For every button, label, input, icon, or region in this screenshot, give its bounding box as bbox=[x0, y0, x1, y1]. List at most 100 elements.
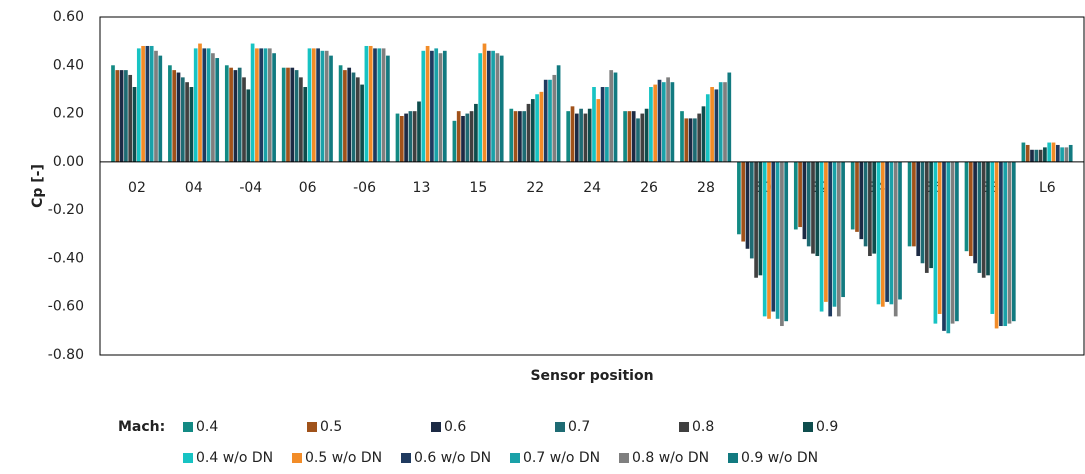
bar bbox=[111, 65, 115, 162]
x-tick-label: -06 bbox=[353, 180, 376, 196]
bar bbox=[482, 43, 487, 162]
bar bbox=[465, 113, 470, 162]
x-tick-label: -04 bbox=[239, 180, 262, 196]
bar bbox=[710, 87, 714, 162]
bar bbox=[343, 70, 347, 162]
legend-label: 0.8 bbox=[692, 419, 714, 435]
bar bbox=[1038, 149, 1043, 162]
bar bbox=[1051, 142, 1056, 162]
bar bbox=[267, 48, 272, 162]
bar bbox=[168, 65, 172, 162]
legend-swatch bbox=[431, 422, 441, 432]
bar bbox=[981, 161, 986, 278]
bar bbox=[714, 89, 719, 162]
bar bbox=[224, 65, 229, 162]
bar bbox=[259, 48, 264, 162]
bar bbox=[491, 50, 495, 162]
bar bbox=[281, 67, 286, 162]
bar bbox=[158, 55, 163, 162]
bar bbox=[868, 161, 872, 257]
bar bbox=[784, 161, 789, 322]
bar bbox=[950, 161, 955, 324]
bar bbox=[263, 48, 268, 162]
bar bbox=[644, 108, 649, 162]
bar bbox=[233, 70, 238, 162]
legend-swatch bbox=[555, 422, 565, 432]
bar bbox=[509, 108, 514, 162]
bar bbox=[824, 161, 828, 302]
bar bbox=[723, 82, 727, 162]
bar bbox=[819, 161, 824, 312]
legend-swatch bbox=[510, 453, 520, 463]
bar bbox=[522, 111, 527, 162]
bar bbox=[745, 161, 750, 249]
bar bbox=[828, 161, 833, 317]
bar bbox=[605, 87, 609, 162]
bar bbox=[990, 161, 995, 314]
bar bbox=[649, 87, 653, 162]
bar bbox=[412, 111, 417, 162]
bar bbox=[872, 161, 877, 254]
bar bbox=[395, 113, 400, 162]
bar bbox=[863, 161, 868, 247]
bar bbox=[211, 53, 215, 162]
bar bbox=[929, 161, 933, 269]
bar bbox=[381, 48, 386, 162]
legend-swatch bbox=[307, 422, 317, 432]
x-tick-label: L6 bbox=[1039, 180, 1056, 196]
bar bbox=[727, 72, 732, 162]
bar bbox=[119, 70, 124, 162]
bar bbox=[661, 82, 666, 162]
bar bbox=[347, 67, 352, 162]
bar bbox=[246, 89, 251, 162]
x-tick-label: 06 bbox=[299, 180, 317, 196]
y-tick-label: 0.20 bbox=[53, 106, 84, 122]
bar bbox=[535, 94, 539, 162]
bar bbox=[592, 87, 596, 162]
bar bbox=[530, 99, 535, 162]
legend-label: 0.7 bbox=[568, 419, 590, 435]
y-tick-label: 0.40 bbox=[53, 57, 84, 73]
bar bbox=[421, 50, 426, 162]
bar bbox=[172, 70, 177, 162]
bar bbox=[364, 45, 369, 162]
bar bbox=[404, 113, 408, 162]
bar bbox=[986, 161, 990, 276]
bar bbox=[749, 161, 754, 259]
bar bbox=[815, 161, 820, 257]
y-tick-label: -0.80 bbox=[48, 347, 84, 363]
bar bbox=[841, 161, 845, 298]
bar bbox=[701, 106, 706, 162]
bar bbox=[526, 103, 531, 162]
bar bbox=[145, 45, 150, 162]
bar bbox=[802, 161, 807, 240]
bar bbox=[486, 50, 491, 162]
legend-swatch bbox=[183, 453, 193, 463]
bar bbox=[198, 43, 202, 162]
bar bbox=[832, 161, 837, 307]
bar bbox=[499, 55, 504, 162]
bar bbox=[355, 77, 360, 162]
bar bbox=[124, 70, 128, 162]
bar bbox=[1034, 149, 1039, 162]
x-axis-label: Sensor position bbox=[530, 368, 653, 384]
bar bbox=[754, 161, 758, 278]
bar bbox=[478, 53, 483, 162]
y-tick-label: -0.60 bbox=[48, 299, 84, 315]
bar bbox=[474, 103, 478, 162]
bar bbox=[916, 161, 921, 257]
bar bbox=[973, 161, 977, 264]
bar bbox=[596, 99, 601, 162]
bar bbox=[548, 79, 552, 162]
bar bbox=[242, 77, 246, 162]
plot-frame bbox=[99, 16, 1085, 356]
bar bbox=[316, 48, 320, 162]
bar bbox=[461, 115, 465, 162]
bar bbox=[556, 65, 561, 162]
bar bbox=[1060, 147, 1064, 162]
bar bbox=[640, 113, 645, 162]
bar bbox=[141, 45, 145, 162]
bar bbox=[693, 118, 697, 162]
bar bbox=[680, 111, 684, 162]
